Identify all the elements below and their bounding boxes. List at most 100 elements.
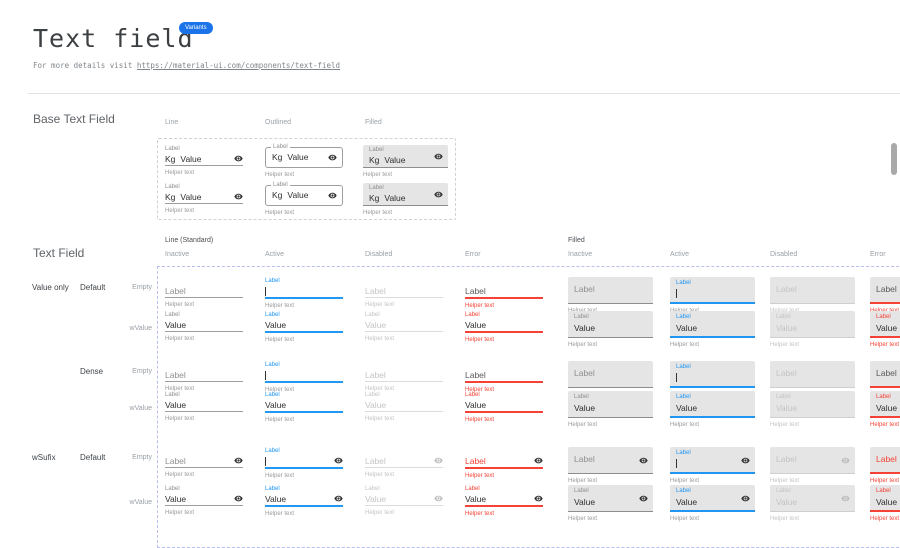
filled-field-box[interactable]: Label Value [670, 311, 755, 338]
field-input[interactable]: Value [165, 493, 243, 505]
visibility-icon[interactable] [841, 494, 850, 503]
text-field-line-disabled[interactable]: Label Helper text [365, 277, 443, 309]
outlined-field-box[interactable]: Label Kg Value [265, 182, 343, 206]
filled-field-box[interactable]: Label [670, 277, 755, 304]
filled-field-box[interactable]: Label [870, 277, 900, 304]
filled-field-box[interactable]: Label [770, 447, 855, 474]
filled-field-box[interactable]: Label Value [770, 391, 855, 418]
field-input[interactable]: Label [165, 455, 243, 467]
text-field-filled-disabled[interactable]: Label Value Helper text [770, 485, 855, 523]
visibility-icon[interactable] [334, 456, 343, 465]
field-input[interactable]: Value [365, 493, 443, 505]
text-field-line-disabled[interactable]: Label Value Helper text [365, 311, 443, 343]
text-field-line-disabled[interactable]: Label Value Helper text [365, 391, 443, 423]
filled-field-box[interactable]: Label [568, 361, 653, 388]
visibility-icon[interactable] [434, 456, 443, 465]
text-field-line-error[interactable]: Label Value Helper text [465, 391, 543, 424]
text-field-line-disabled[interactable]: Label Helper text [365, 361, 443, 393]
text-field-line-error[interactable]: Label Helper text [465, 361, 543, 394]
visibility-icon[interactable] [434, 190, 443, 199]
field-input[interactable]: Label [365, 455, 443, 467]
visibility-icon[interactable] [741, 494, 750, 503]
field-input[interactable]: Value [465, 493, 543, 505]
visibility-icon[interactable] [534, 456, 543, 465]
filled-field-box[interactable]: Label [870, 447, 900, 474]
text-field-filled-error[interactable]: Label Value Helper text [870, 485, 900, 523]
visibility-icon[interactable] [234, 494, 243, 503]
field-input[interactable]: Value [465, 399, 543, 411]
field-input[interactable]: Value [165, 319, 243, 331]
visibility-icon[interactable] [741, 456, 750, 465]
field-input[interactable]: Value [165, 399, 243, 411]
visibility-icon[interactable] [639, 456, 648, 465]
visibility-icon[interactable] [639, 494, 648, 503]
field-input[interactable]: Value [365, 399, 443, 411]
field-input[interactable]: Kg Value [165, 191, 243, 203]
text-field-filled-error[interactable]: Label Value Helper text [870, 311, 900, 349]
field-input[interactable]: Label [465, 455, 543, 467]
text-field-line-error[interactable]: Label Value Helper text [465, 485, 543, 518]
base-outlined-field[interactable]: Label Kg Value Helper text [265, 182, 343, 217]
field-input[interactable]: Kg Value [165, 153, 243, 165]
docs-link[interactable]: https://material-ui.com/components/text-… [136, 61, 341, 70]
field-input[interactable] [265, 285, 343, 297]
visibility-icon[interactable] [334, 494, 343, 503]
text-field-line-inactive[interactable]: Label Value Helper text [165, 311, 243, 343]
field-input[interactable]: Value [265, 319, 343, 331]
field-input[interactable]: Label [165, 285, 243, 297]
filled-field-box[interactable]: Label [568, 447, 653, 474]
filled-field-box[interactable]: Label [670, 447, 755, 474]
visibility-icon[interactable] [234, 154, 243, 163]
filled-field-box[interactable]: Label Value [568, 311, 653, 338]
field-input[interactable]: Label [465, 285, 543, 297]
text-field-filled-disabled[interactable]: Label Value Helper text [770, 391, 855, 429]
field-input[interactable]: Kg Value [369, 193, 406, 203]
field-input[interactable]: Label [365, 369, 443, 381]
text-field-filled-inactive[interactable]: Label Value Helper text [568, 485, 653, 523]
text-field-line-inactive[interactable]: Label Helper text [165, 447, 243, 479]
field-input[interactable]: Value [465, 319, 543, 331]
visibility-icon[interactable] [328, 191, 337, 200]
field-input[interactable]: Value [265, 493, 343, 505]
field-input[interactable]: Kg Value [369, 155, 406, 165]
filled-field-box[interactable]: Label [770, 361, 855, 388]
base-outlined-field[interactable]: Label Kg Value Helper text [265, 144, 343, 179]
text-field-line-error[interactable]: Label Value Helper text [465, 311, 543, 344]
base-filled-field[interactable]: Label Kg Value Helper text [363, 183, 448, 217]
visibility-icon[interactable] [841, 456, 850, 465]
field-input[interactable]: Label [465, 369, 543, 381]
text-field-filled-active[interactable]: Label Value Helper text [670, 311, 755, 349]
filled-field-box[interactable]: Label Value [568, 485, 653, 512]
filled-field-box[interactable]: Label Kg Value [363, 145, 448, 168]
base-line-field[interactable]: Label Kg Value Helper text [165, 183, 243, 215]
text-field-filled-error[interactable]: Label Value Helper text [870, 391, 900, 429]
text-field-line-disabled[interactable]: Label Helper text [365, 447, 443, 479]
filled-field-box[interactable]: Label Value [770, 485, 855, 512]
base-filled-field[interactable]: Label Kg Value Helper text [363, 145, 448, 179]
text-field-filled-active[interactable]: Label Value Helper text [670, 391, 755, 429]
text-field-line-active[interactable]: Label Helper text [265, 447, 343, 480]
field-input[interactable]: Label [165, 369, 243, 381]
filled-field-box[interactable]: Label Kg Value [363, 183, 448, 206]
field-input[interactable]: Label [365, 285, 443, 297]
text-field-filled-disabled[interactable]: Label Value Helper text [770, 311, 855, 349]
filled-field-box[interactable]: Label Value [670, 485, 755, 512]
filled-field-box[interactable]: Label Value [670, 391, 755, 418]
text-field-line-active[interactable]: Label Value Helper text [265, 485, 343, 518]
text-field-line-disabled[interactable]: Label Value Helper text [365, 485, 443, 517]
text-field-filled-inactive[interactable]: Label Value Helper text [568, 311, 653, 349]
visibility-icon[interactable] [234, 192, 243, 201]
filled-field-box[interactable]: Label [670, 361, 755, 388]
text-field-line-error[interactable]: Label Helper text [465, 447, 543, 480]
base-line-field[interactable]: Label Kg Value Helper text [165, 145, 243, 177]
text-field-filled-inactive[interactable]: Label Value Helper text [568, 391, 653, 429]
outlined-field-box[interactable]: Label Kg Value [265, 144, 343, 168]
filled-field-box[interactable]: Label Value [770, 311, 855, 338]
visibility-icon[interactable] [328, 153, 337, 162]
filled-field-box[interactable]: Label Value [870, 311, 900, 338]
text-field-line-inactive[interactable]: Label Value Helper text [165, 391, 243, 423]
